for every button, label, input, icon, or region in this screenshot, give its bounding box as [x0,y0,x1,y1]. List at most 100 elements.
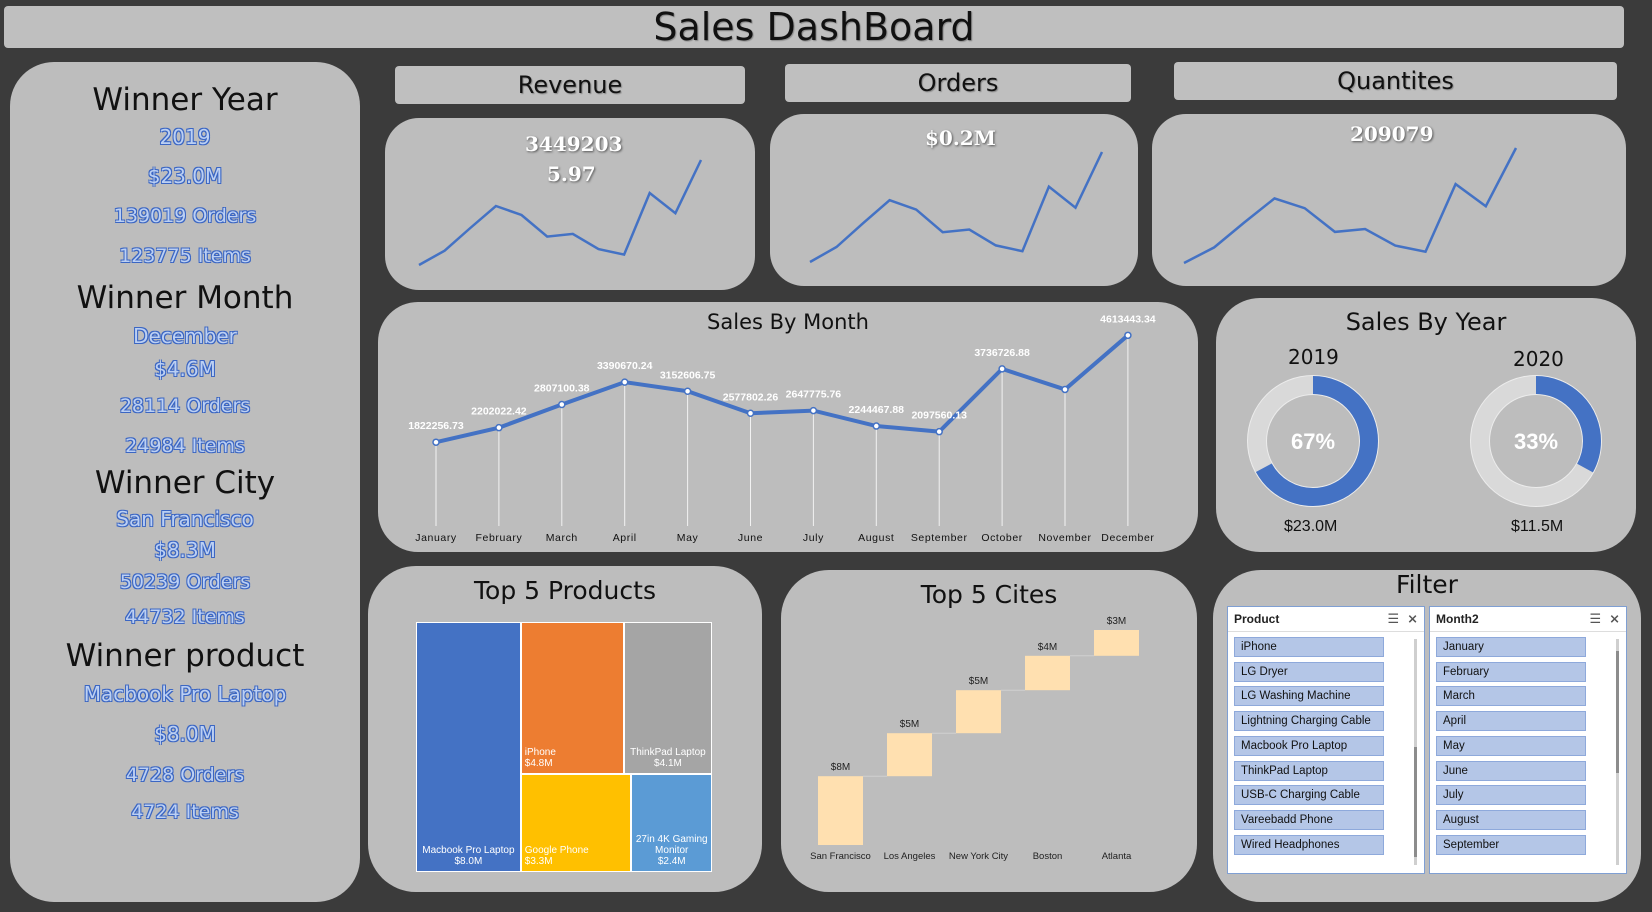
treemap-tile-value: $4.1M [654,758,682,770]
product-slicer-item[interactable]: Lightning Charging Cable [1234,711,1384,732]
month-slicer-item[interactable]: September [1436,834,1586,855]
winner-city-revenue: $8.3M [154,538,216,562]
month-slicer-item[interactable]: March [1436,686,1586,707]
quantities-sparkline-line [1183,147,1518,265]
winner-month-revenue: $4.6M [154,357,216,381]
data-point [809,406,818,415]
quantities-card: 209079 [1152,114,1626,286]
revenue-secondary-value: 5.97 [547,162,596,186]
treemap-tile-name: 27in 4K Gaming Monitor [635,833,708,856]
multi-select-icon[interactable]: ☰ [1387,611,1400,626]
month-slicer-item[interactable]: January [1436,637,1586,657]
data-point [1124,331,1132,340]
clear-filter-icon[interactable]: ⨯ [1407,611,1418,626]
sales-by-month-title: Sales By Month [707,310,869,334]
sales-by-year-title: Sales By Year [1345,308,1507,336]
data-label: 2807100.38 [534,382,590,394]
donut-2020-percent: 33% [1514,429,1558,454]
revenue-sparkline [418,159,703,267]
revenue-title: Revenue [517,71,623,99]
sales-by-month-chart: 1822256.73 January 2202022.42 February 28071… [408,313,1156,544]
city-value-label: $4M [1038,642,1057,653]
data-point [872,422,881,430]
data-label: 1822256.73 [408,420,464,432]
filter-title: Filter [1396,570,1458,599]
data-label: 2647775.76 [786,389,842,401]
winner-month-heading: Winner Month [76,280,294,316]
filter-panel: Filter Product ☰ ⨯ iPhone LG Dryer LG Wash… [1213,570,1641,902]
donut-2020-year: 2020 [1513,347,1564,371]
product-slicer-item[interactable]: Vareebadd Phone [1234,809,1384,830]
data-point [746,409,755,418]
treemap-tile-name: Google Phone [524,844,589,856]
month-slicer-item[interactable]: May [1436,735,1586,756]
treemap-tile-name: ThinkPad Laptop [630,747,706,759]
winner-city-heading: Winner City [94,465,276,501]
data-point [998,365,1006,373]
orders-value: $0.2M [925,126,996,150]
treemap-tile: iPhone $4.8M [521,623,623,774]
month-slicer-item[interactable]: June [1436,760,1586,781]
orders-sparkline [809,151,1104,264]
data-label: 4613443.34 [1100,313,1156,325]
revenue-sparkline-line [418,159,703,267]
city-tick-label: Boston [1033,851,1063,862]
treemap-tile-value: $8.0M [454,856,483,867]
winners-panel: Winner Year 2019 $23.0M 139019 Orders 12… [10,62,360,902]
data-point [935,427,943,436]
multi-select-icon[interactable]: ☰ [1589,611,1602,626]
x-tick-label: February [475,532,522,544]
month-slicer-header: Month2 ☰ ⨯ [1430,607,1626,632]
treemap-tile-value: $3.3M [524,855,553,867]
orders-title: Orders [917,69,999,97]
winner-product-revenue: $8.0M [154,722,216,746]
city-value-label: $5M [969,676,988,687]
product-slicer-scroll-thumb[interactable] [1414,747,1417,857]
top-cities-chart: $8M San Francisco $5M Los Angeles $5M New Yor… [810,616,1139,862]
donut-2020-hole [1490,395,1582,487]
month-slicer-title: Month2 [1436,612,1479,626]
product-slicer-item[interactable]: USB-C Charging Cable [1234,785,1384,806]
product-slicer-item[interactable]: LG Dryer [1234,661,1384,682]
quantities-title: Quantites [1337,67,1454,95]
treemap-tile-name: Macbook Pro Laptop [422,845,515,856]
city-value-label: $5M [900,719,919,730]
quantities-value: 209079 [1350,122,1434,146]
data-label: 2202022.42 [471,406,527,418]
city-bar [818,776,863,845]
revenue-value: 3449203 [525,132,623,156]
product-slicer-item[interactable]: Wired Headphones [1234,834,1384,855]
product-slicer-item[interactable]: iPhone [1234,637,1384,657]
city-tick-label: San Francisco [810,851,871,862]
winner-month-items: 24984 Items [125,435,245,457]
orders-title-bar: Orders [785,64,1131,102]
product-slicer-item[interactable]: Macbook Pro Laptop [1234,735,1384,756]
top-products-treemap: Macbook Pro Laptop $8.0M iPhone $4.8M ThinkP… [416,622,712,872]
sales-by-year-panel: Sales By Year 2019 2020 67% 33% $23.0M $… [1216,298,1636,552]
month-slicer-scroll-thumb[interactable] [1616,651,1619,773]
month-slicer-item[interactable]: July [1436,785,1586,806]
month-slicer-item[interactable]: February [1436,661,1586,682]
city-tick-label: Atlanta [1102,851,1132,862]
month-slicer-item[interactable]: August [1436,809,1586,830]
product-slicer: Product ☰ ⨯ iPhone LG Dryer LG Washing Mac… [1227,606,1425,874]
winner-product-orders: 4728 Orders [125,764,245,786]
top-cities-panel: Top 5 Cites $8M San Francisco $5M Los Angel… [781,570,1197,892]
donut-2019-year: 2019 [1288,345,1339,369]
revenue-card: 3449203 5.97 [385,118,755,290]
x-tick-label: June [738,532,763,544]
donut-2019-hole [1267,395,1359,487]
clear-filter-icon[interactable]: ⨯ [1609,611,1620,626]
city-value-label: $8M [831,762,850,773]
treemap-tile-value: $4.8M [524,758,553,770]
winner-year-orders: 139019 Orders [113,205,257,227]
sales-line [435,333,1130,445]
month-slicer-item[interactable]: April [1436,711,1586,732]
donut-2019-amount: $23.0M [1284,518,1338,535]
data-point [495,423,503,432]
product-slicer-item[interactable]: LG Washing Machine [1234,686,1384,707]
treemap-tile: Macbook Pro Laptop $8.0M [417,623,520,871]
product-slicer-item[interactable]: ThinkPad Laptop [1234,760,1384,781]
dashboard-title: Sales DashBoard [653,5,975,49]
donut-2019-arc [1248,376,1378,506]
